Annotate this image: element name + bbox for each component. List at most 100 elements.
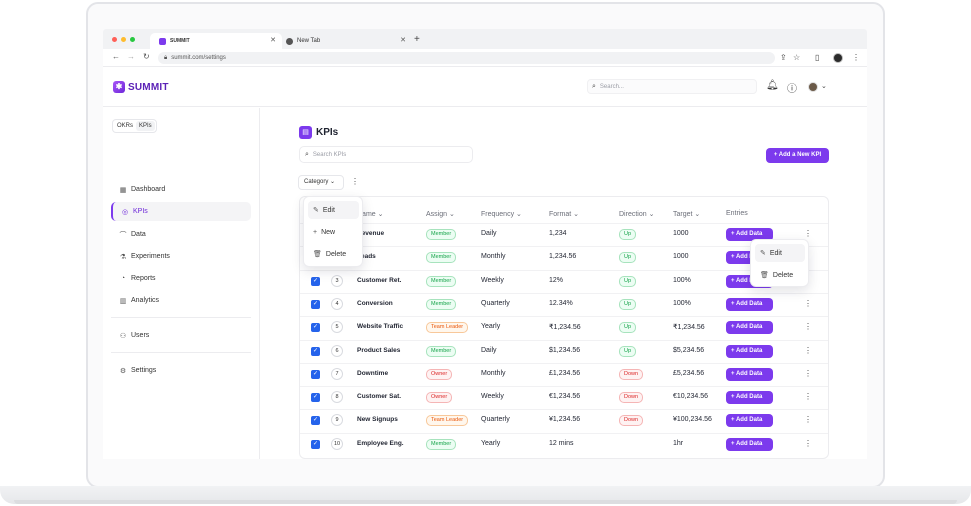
filter-more-icon[interactable]: ⋮ [351, 177, 359, 186]
assign-badge[interactable]: Member [426, 345, 457, 357]
sidebar-item-settings[interactable]: ⚙ Settings [111, 361, 251, 380]
laptop-base [0, 486, 971, 504]
assign-badge[interactable]: Owner [426, 392, 453, 404]
add-data-button[interactable]: + Add Data [726, 321, 773, 335]
segment-kpis[interactable]: KPIs [136, 121, 155, 131]
segment-okrs[interactable]: OKRs [117, 123, 134, 129]
add-data-button[interactable]: + Add Data [726, 297, 773, 311]
row-more-icon[interactable]: ⋮ [804, 368, 812, 378]
chevron-down-icon[interactable]: ⌄ [821, 83, 827, 90]
assign-badge[interactable]: Member [426, 252, 457, 264]
row-checkbox[interactable]: ✓ [311, 323, 320, 333]
menu-item-new[interactable]: + New [308, 223, 359, 241]
browser-tab-summit[interactable]: SUMMIT ✕ [150, 33, 282, 49]
kpi-name: Product Sales [357, 346, 401, 354]
user-avatar[interactable] [808, 82, 818, 92]
row-checkbox[interactable]: ✓ [311, 439, 320, 449]
back-arrow-icon[interactable]: ← [112, 52, 120, 61]
assign-badge[interactable]: Member [426, 275, 457, 287]
sidebar-item-label: Experiments [131, 253, 170, 260]
assign-badge[interactable]: Team Leader [426, 322, 469, 334]
add-data-button[interactable]: + Add Data [726, 344, 773, 358]
row-checkbox[interactable]: ✓ [311, 276, 320, 286]
browser-tab-new[interactable]: New Tab ✕ [283, 33, 406, 49]
add-data-button[interactable]: + Add Data [726, 414, 773, 428]
category-filter-button[interactable]: Category ⌄ [298, 175, 344, 190]
row-more-icon[interactable]: ⋮ [804, 322, 812, 332]
sidebar-item-kpis[interactable]: ◎ KPIs [111, 202, 251, 221]
add-data-button[interactable]: + Add Data [726, 367, 773, 381]
row-more-icon[interactable]: ⋮ [804, 345, 812, 355]
sidepanel-icon[interactable]: ▯ [815, 53, 820, 62]
add-data-button[interactable]: + Add Data [726, 228, 773, 241]
sidebar-item-analytics[interactable]: ▥ Analytics [111, 291, 251, 310]
browser-menu-icon[interactable]: ⋮ [852, 53, 860, 62]
kpi-table [299, 196, 829, 459]
assign-badge[interactable]: Member [426, 438, 457, 450]
bell-icon[interactable]: 🔔︎ [766, 80, 779, 91]
direction-badge: Down [619, 368, 644, 380]
kpi-name: Customer Ret. [357, 276, 402, 284]
column-header-assign[interactable]: Assign ⌄ [426, 211, 455, 218]
row-more-icon[interactable]: ⋮ [804, 415, 812, 425]
target-value: 1hr [673, 439, 684, 447]
bookmark-star-icon[interactable]: ☆ [793, 53, 801, 62]
column-header-name[interactable]: Name ⌄ [357, 211, 384, 218]
row-divider [300, 269, 828, 271]
row-more-icon[interactable]: ⋮ [804, 438, 812, 448]
column-header-entries: Entries [726, 210, 748, 217]
sidebar-item-label: Dashboard [131, 186, 166, 193]
minimize-window-dot[interactable] [121, 37, 126, 42]
row-more-icon[interactable]: ⋮ [804, 229, 812, 238]
frequency-value: Yearly [481, 323, 501, 331]
column-header-direction[interactable]: Direction ⌄ [619, 211, 655, 218]
add-new-kpi-button[interactable]: + Add a New KPI [766, 148, 829, 163]
forward-arrow-icon[interactable]: → [127, 52, 135, 61]
row-checkbox[interactable]: ✓ [311, 369, 320, 379]
global-search-input[interactable]: ⌕ Search... [587, 79, 757, 94]
sidebar-item-reports[interactable]: ◔ Reports [111, 269, 251, 288]
sidebar-item-data[interactable]: ⌒ Data [111, 225, 251, 244]
browser-profile-avatar[interactable] [833, 53, 843, 63]
row-checkbox[interactable]: ✓ [311, 346, 320, 356]
add-data-button[interactable]: + Add Data [726, 437, 773, 451]
row-checkbox[interactable]: ✓ [311, 393, 320, 403]
share-icon[interactable]: ⇪ [780, 53, 787, 62]
menu-item-edit[interactable]: ✎ Edit [755, 244, 805, 262]
help-icon[interactable]: ⓘ [787, 84, 797, 95]
kpi-page-icon: ▤ [299, 126, 312, 139]
close-tab-icon[interactable]: ✕ [270, 37, 276, 44]
column-header-frequency[interactable]: Frequency ⌄ [481, 211, 522, 218]
format-value: ₹1,234.56 [549, 324, 581, 332]
row-more-icon[interactable]: ⋮ [804, 392, 812, 402]
frequency-value: Quarterly [481, 299, 510, 307]
sidebar-item-dashboard[interactable]: ▦ Dashboard [111, 180, 251, 199]
row-checkbox[interactable]: ✓ [311, 416, 320, 426]
url-field[interactable]: 🔒︎ summit.com/settings [158, 52, 775, 64]
assign-badge[interactable]: Member [426, 229, 457, 240]
maximize-window-dot[interactable] [130, 37, 135, 42]
add-data-button[interactable]: + Add Data [726, 391, 773, 405]
row-more-icon[interactable]: ⋮ [804, 298, 812, 308]
frequency-value: Daily [481, 230, 497, 237]
assign-badge[interactable]: Team Leader [426, 415, 469, 427]
sidebar-item-experiments[interactable]: ⚗ Experiments [111, 247, 251, 266]
sidebar-item-users[interactable]: ⚇ Users [111, 326, 251, 345]
direction-badge: Up [619, 322, 637, 334]
format-value: 12.34% [549, 299, 573, 307]
new-tab-button[interactable]: + [414, 34, 420, 45]
reload-icon[interactable]: ↻ [143, 52, 150, 61]
column-header-format[interactable]: Format ⌄ [549, 211, 579, 218]
assign-badge[interactable]: Owner [426, 368, 453, 380]
menu-item-edit[interactable]: ✎ Edit [308, 201, 359, 219]
kpi-search-input[interactable]: ⌕ Search KPIs [299, 146, 473, 163]
trash-icon: 🗑︎ [313, 251, 322, 258]
close-window-dot[interactable] [112, 37, 117, 42]
menu-item-delete[interactable]: 🗑︎ Delete [755, 266, 805, 284]
assign-badge[interactable]: Member [426, 298, 457, 310]
row-checkbox[interactable]: ✓ [311, 299, 320, 309]
menu-item-delete[interactable]: 🗑︎ Delete [308, 245, 359, 263]
kpi-name: Customer Sat. [357, 393, 402, 401]
column-header-target[interactable]: Target ⌄ [673, 211, 701, 218]
close-tab-icon[interactable]: ✕ [400, 37, 406, 44]
